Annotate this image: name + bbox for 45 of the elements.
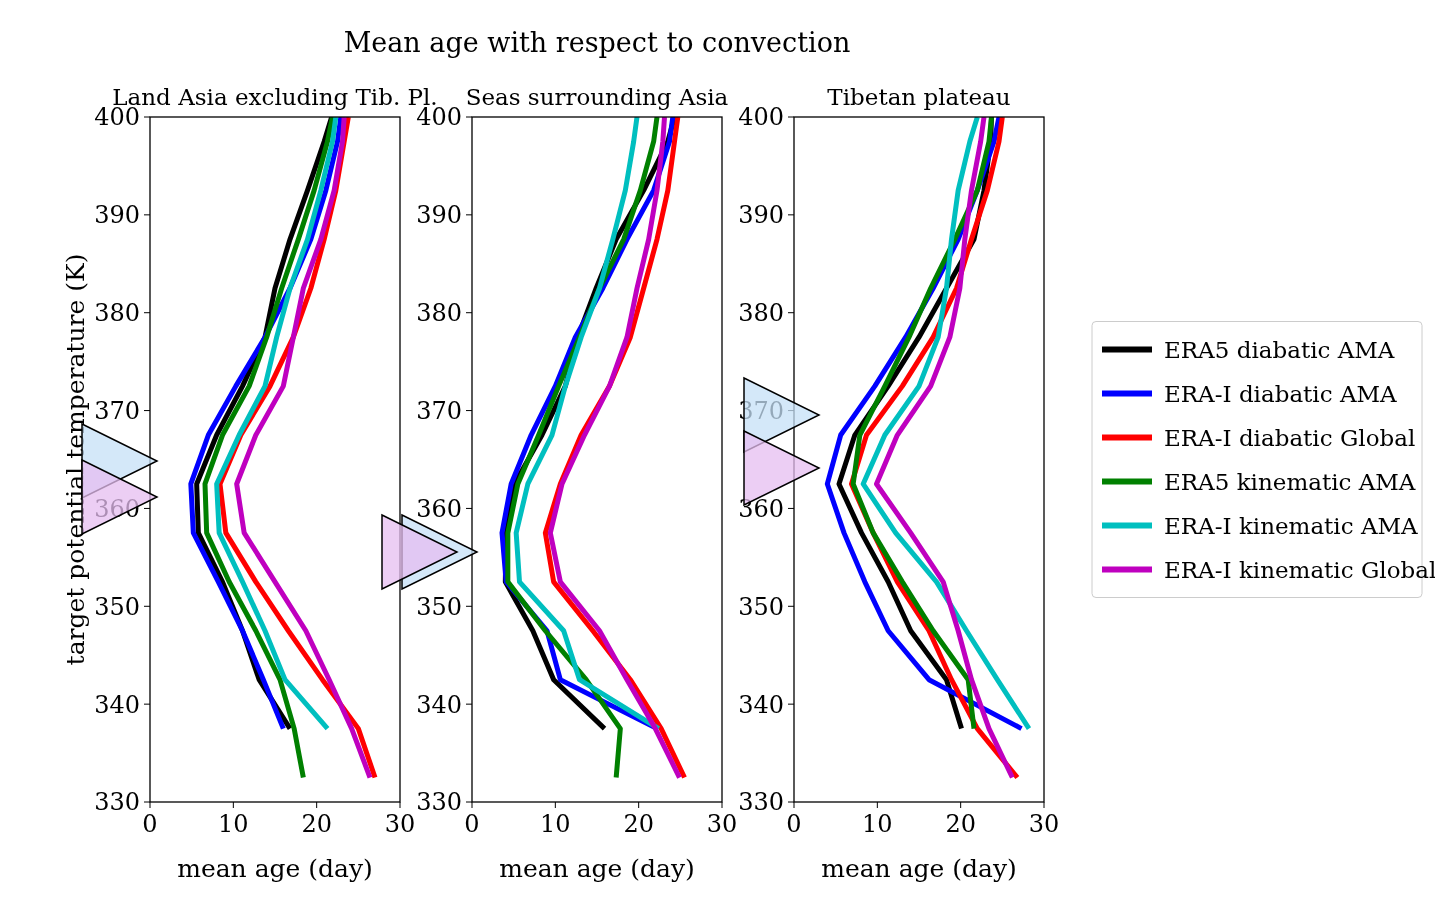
x-tick-label: 10	[218, 810, 249, 838]
legend-label: ERA-I kinematic Global	[1164, 556, 1435, 583]
text: Mean age with respect to convection	[343, 27, 851, 58]
y-tick-label: 350	[738, 592, 784, 621]
y-tick-label: 340	[416, 690, 462, 719]
x-tick-label: 30	[384, 810, 416, 838]
x-tick-label: 0	[786, 810, 802, 838]
x-tick-label: 0	[464, 810, 480, 838]
legend-label: ERA-I diabatic Global	[1164, 424, 1416, 451]
x-tick-label: 20	[945, 810, 976, 838]
x-tick-label: 10	[540, 810, 571, 838]
y-tick-label: 330	[738, 788, 784, 817]
y-tick-label: 390	[416, 201, 462, 230]
y-tick-label: 350	[94, 592, 140, 621]
y-axis-title: target potential temperature (K)	[61, 253, 90, 666]
y-tick-label: 370	[416, 396, 462, 425]
y-tick-label: 340	[738, 690, 784, 719]
x-tick-label: 0	[142, 810, 158, 838]
y-tick-label: 380	[416, 299, 462, 328]
x-tick-label: 20	[623, 810, 654, 838]
y-tick-label: 380	[738, 299, 784, 328]
legend-label: ERA-I kinematic AMA	[1164, 512, 1419, 539]
x-tick-label: 20	[301, 810, 332, 838]
y-tick-label: 360	[738, 494, 784, 523]
x-axis-title: mean age (day)	[821, 854, 1017, 883]
x-tick-label: 30	[1028, 810, 1060, 838]
x-tick-label: 30	[706, 810, 738, 838]
legend-label: ERA-I diabatic AMA	[1164, 380, 1398, 407]
y-tick-label: 340	[94, 690, 140, 719]
x-axis-title: mean age (day)	[177, 854, 373, 883]
legend-label: ERA5 diabatic AMA	[1164, 336, 1395, 363]
legend-label: ERA5 kinematic AMA	[1164, 468, 1416, 495]
y-tick-label: 390	[94, 201, 140, 230]
y-tick-label: 370	[94, 396, 140, 425]
x-tick-label: 10	[862, 810, 893, 838]
y-tick-label: 360	[416, 494, 462, 523]
y-tick-label: 330	[94, 788, 140, 817]
chart-title: Seas surrounding Asia	[465, 84, 729, 110]
y-tick-label: 330	[416, 788, 462, 817]
y-tick-label: 380	[94, 299, 140, 328]
y-tick-label: 350	[416, 592, 462, 621]
chart-title: Tibetan plateau	[827, 84, 1011, 110]
y-tick-label: 400	[738, 103, 784, 132]
x-axis-title: mean age (day)	[499, 854, 695, 883]
y-tick-label: 390	[738, 201, 784, 230]
